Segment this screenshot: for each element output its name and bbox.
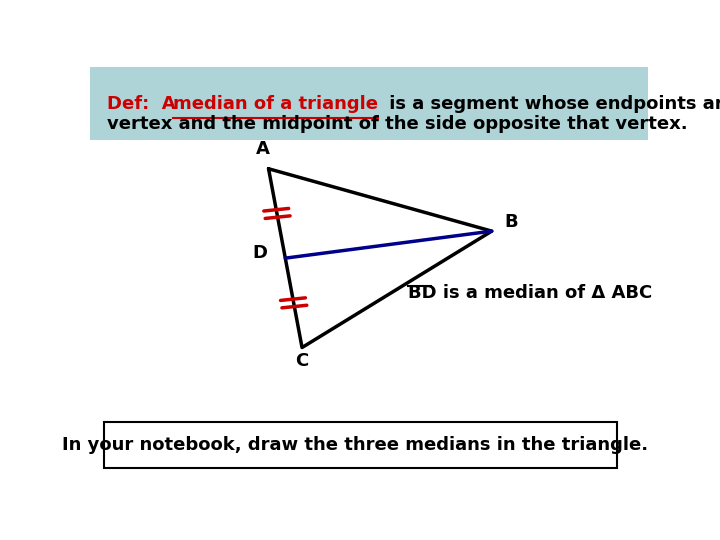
Text: B: B — [505, 213, 518, 231]
Text: D: D — [253, 244, 268, 262]
FancyBboxPatch shape — [104, 422, 617, 468]
Text: vertex and the midpoint of the side opposite that vertex.: vertex and the midpoint of the side oppo… — [107, 115, 688, 133]
Text: In your notebook, draw the three medians in the triangle.: In your notebook, draw the three medians… — [62, 436, 648, 454]
Text: A: A — [256, 140, 270, 158]
Text: C: C — [295, 352, 309, 370]
Text: Def:  A: Def: A — [107, 95, 181, 113]
Text: is a segment whose endpoints are a: is a segment whose endpoints are a — [383, 95, 720, 113]
Text: median of a triangle: median of a triangle — [173, 95, 377, 113]
FancyBboxPatch shape — [90, 67, 648, 140]
Text: BD is a median of Δ ABC: BD is a median of Δ ABC — [408, 284, 652, 302]
